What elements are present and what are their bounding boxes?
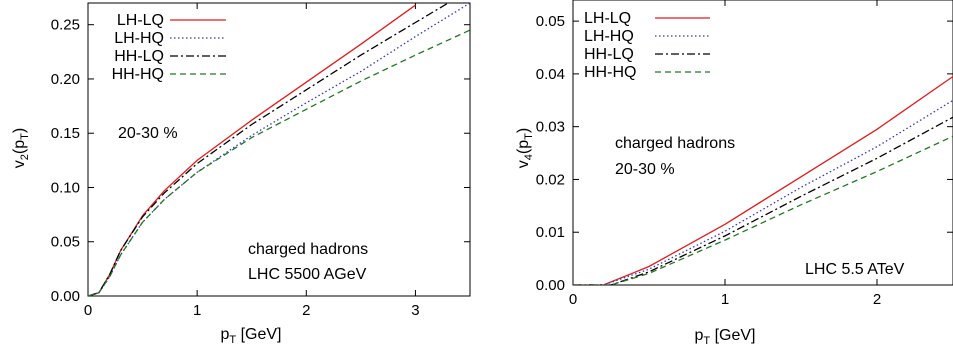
- x-tick-label: 0: [569, 291, 577, 308]
- y-tick-label: 0.10: [51, 179, 80, 196]
- y-tick-label: 0.02: [536, 171, 565, 188]
- x-tick-label: 3: [411, 302, 419, 319]
- series-line-lh-lq: [88, 4, 416, 296]
- annotation-text: 20-30 %: [615, 161, 675, 178]
- chart-panel-1: 0 1 2 30.000.050.100.150.200.25 LH-LQLH-HQHH…: [11, 2, 471, 346]
- annotation-text: LHC 5500 AGeV: [248, 266, 367, 283]
- x-axis-label: pT [GeV]: [695, 327, 756, 347]
- x-tick-label: 0: [84, 302, 92, 319]
- annotation-text: 20-30 %: [118, 125, 178, 142]
- series-line-hh-lq: [573, 116, 953, 285]
- series-line-hh-hq: [573, 135, 953, 285]
- y-axis-label: v4(pT): [515, 128, 535, 168]
- y-tick-label: 0.25: [51, 17, 80, 34]
- annotation-text: charged hadrons: [615, 135, 735, 152]
- x-tick-label: 2: [302, 302, 310, 319]
- legend-label: HH-LQ: [114, 48, 164, 65]
- legend-label: LH-HQ: [114, 30, 164, 47]
- y-tick-label: 0.04: [536, 66, 565, 83]
- legend-label: LH-LQ: [117, 12, 164, 29]
- y-tick-label: 0.03: [536, 119, 565, 136]
- x-tick-label: 2: [873, 291, 881, 308]
- series-line-lh-hq: [573, 99, 953, 285]
- chart-panel-2: 0 1 20.000.010.020.030.040.05 LH-LQLH-HQHH-…: [515, 0, 953, 347]
- annotation-text: LHC 5.5 ATeV: [805, 261, 905, 278]
- y-tick-label: 0.20: [51, 71, 80, 88]
- plot-frame: [572, 0, 953, 286]
- y-tick-label: 0.01: [536, 224, 565, 241]
- legend-label: LH-HQ: [584, 28, 634, 45]
- y-tick-label: 0.05: [536, 13, 565, 30]
- y-tick-label: 0.15: [51, 125, 80, 142]
- legend-label: HH-LQ: [584, 46, 634, 63]
- plot-frame: [87, 2, 471, 297]
- y-tick-label: 0.00: [51, 288, 80, 305]
- legend-label: LH-LQ: [584, 10, 631, 27]
- annotation-text: charged hadrons: [248, 241, 368, 258]
- series-line-lh-lq: [573, 75, 953, 285]
- legend-label: HH-HQ: [112, 66, 164, 83]
- x-tick-label: 1: [721, 291, 729, 308]
- y-axis-label: v2(pT): [11, 128, 31, 168]
- y-tick-label: 0.00: [536, 277, 565, 294]
- x-axis-label: pT [GeV]: [221, 326, 282, 346]
- x-tick-label: 1: [193, 302, 201, 319]
- legend-label: HH-HQ: [584, 64, 636, 81]
- y-tick-label: 0.05: [51, 234, 80, 251]
